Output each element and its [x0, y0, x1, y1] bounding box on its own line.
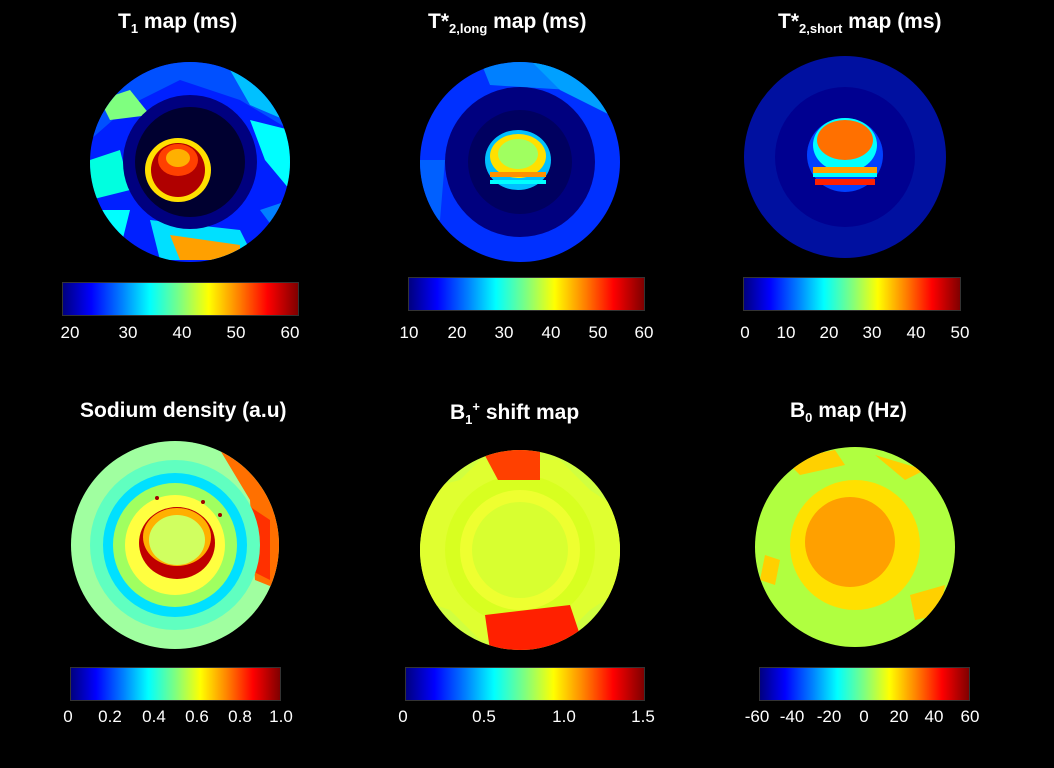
t2-short-map-image: [744, 56, 946, 258]
title-main: B: [450, 401, 466, 424]
title-subscript: 1: [465, 412, 473, 428]
panel-title: Sodium density (a.u): [80, 399, 287, 423]
title-subscript: 2,long: [449, 21, 488, 37]
t1-colorbar: [62, 282, 299, 316]
colorbar-tick: 40: [924, 707, 944, 726]
title-superscript: +: [472, 399, 480, 414]
colorbar-tick: 0.8: [228, 707, 252, 726]
colorbar-tick: 1.0: [552, 707, 576, 726]
colorbar-tick: 40: [906, 323, 926, 342]
panel-title: T*2,short map (ms): [778, 10, 942, 36]
colorbar-tick: 20: [819, 323, 839, 342]
colorbar-tick: 0.2: [98, 707, 122, 726]
title-rest: map (Hz): [812, 399, 907, 422]
title-subscript: 0: [805, 410, 813, 426]
colorbar-tick: 0: [740, 323, 750, 342]
colorbar-tick: 0: [63, 707, 73, 726]
title-main: T*: [428, 10, 449, 33]
colorbar-tick: 60: [280, 323, 300, 342]
colorbar-tick: -20: [816, 707, 842, 726]
colorbar-tick: 60: [634, 323, 654, 342]
title-main: T*: [778, 10, 799, 33]
sodium-colorbar: [70, 667, 281, 701]
title-subscript: 1: [130, 21, 139, 37]
colorbar-tick: 0: [398, 707, 408, 726]
panel-title: B0 map (Hz): [790, 399, 907, 425]
colorbar-tick: 30: [118, 323, 138, 342]
b0-map-image: [755, 447, 955, 647]
colorbar-tick: 1.0: [269, 707, 293, 726]
title-rest: shift map: [480, 401, 580, 424]
colorbar-tick: -60: [744, 707, 770, 726]
colorbar-tick: 60: [960, 707, 980, 726]
colorbar-tick: 0: [859, 707, 869, 726]
colorbar-tick: 20: [889, 707, 909, 726]
colorbar-tick: 40: [541, 323, 561, 342]
panel-title: B1+ shift map: [450, 399, 579, 427]
b0-colorbar: [759, 667, 970, 701]
b1-shift-map-image: [420, 450, 620, 650]
colorbar-tick: 1.5: [631, 707, 655, 726]
title-rest: map (ms): [487, 10, 587, 33]
title-main: B: [790, 399, 806, 422]
panel-title: T1 map (ms): [118, 10, 237, 36]
colorbar-tick: 20: [60, 323, 80, 342]
title-rest: map (ms): [842, 10, 942, 33]
title-subscript: 2,short: [799, 21, 843, 37]
colorbar-tick: 0.5: [472, 707, 496, 726]
colorbar-tick: 50: [588, 323, 608, 342]
colorbar-tick: 30: [862, 323, 882, 342]
b1-colorbar: [405, 667, 645, 701]
colorbar-tick: 30: [494, 323, 514, 342]
t2-short-colorbar: [743, 277, 961, 311]
title-rest: map (ms): [138, 10, 238, 33]
colorbar-tick: 0.6: [185, 707, 209, 726]
colorbar-tick: 50: [226, 323, 246, 342]
colorbar-tick: 10: [399, 323, 419, 342]
colorbar-tick: 0.4: [142, 707, 166, 726]
panel-title: T*2,long map (ms): [428, 10, 586, 36]
t2-long-map-image: [420, 62, 620, 262]
colorbar-tick: 20: [447, 323, 467, 342]
t1-map-image: [90, 62, 290, 262]
sodium-density-image: [71, 441, 279, 649]
t2-long-colorbar: [408, 277, 645, 311]
colorbar-tick: -40: [779, 707, 805, 726]
colorbar-tick: 50: [950, 323, 970, 342]
title-main: T: [118, 10, 131, 33]
colorbar-tick: 10: [776, 323, 796, 342]
colorbar-tick: 40: [172, 323, 192, 342]
title-main: Sodium density (a.u): [80, 399, 287, 422]
